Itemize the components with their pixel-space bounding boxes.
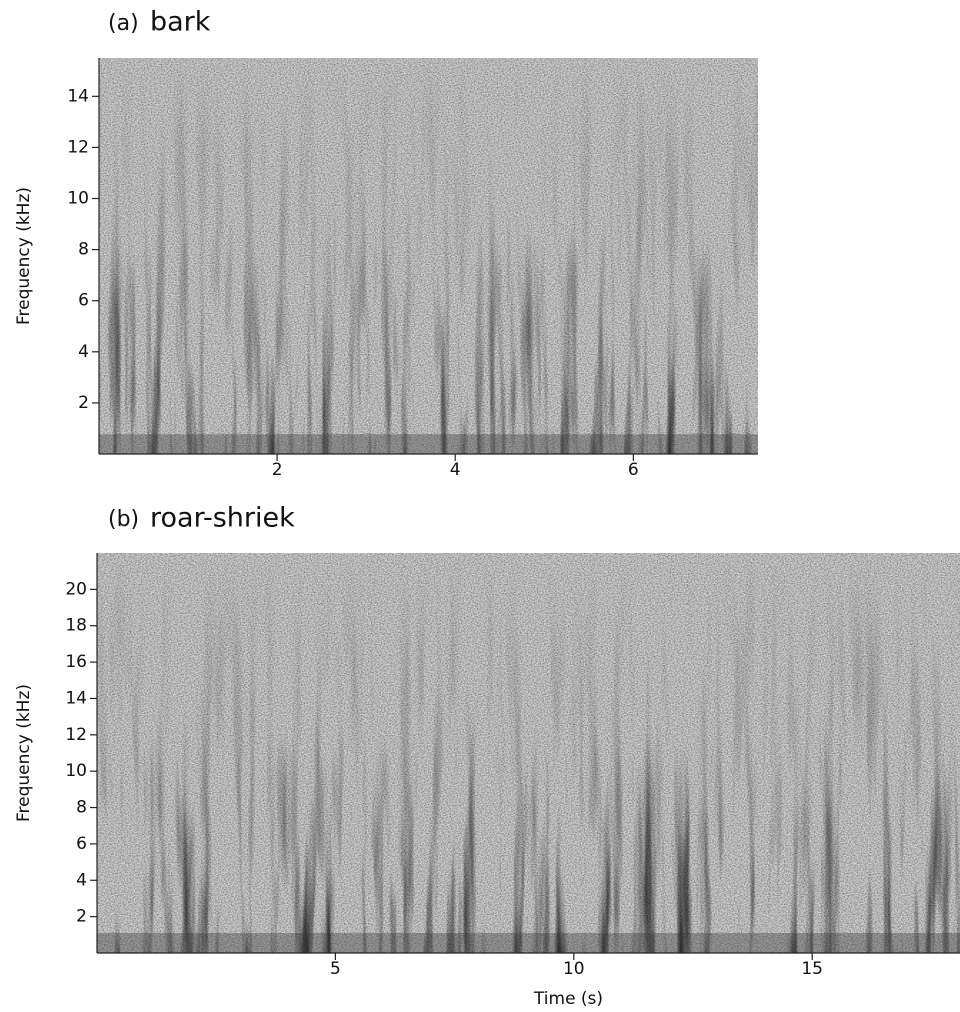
- y-tick-label: 6: [78, 291, 89, 311]
- y-tick-label: 20: [65, 579, 87, 599]
- y-tick-label: 10: [67, 189, 89, 209]
- y-tick-label: 12: [67, 137, 89, 157]
- panel-label: (a): [108, 11, 139, 36]
- x-tick-label: 5: [330, 959, 341, 979]
- y-tick-label: 18: [65, 616, 87, 636]
- chart-title: bark: [150, 7, 211, 38]
- x-tick-label: 4: [450, 460, 461, 480]
- y-tick-label: 2: [78, 393, 89, 413]
- x-tick-label: 10: [563, 959, 585, 979]
- low-band: [99, 434, 758, 454]
- y-tick-label: 2: [76, 907, 87, 927]
- y-tick-label: 4: [76, 870, 87, 890]
- y-tick-label: 10: [65, 761, 87, 781]
- y-axis-label: Frequency (kHz): [14, 684, 34, 822]
- x-tick-label: 2: [272, 460, 283, 480]
- y-tick-label: 14: [67, 86, 89, 106]
- y-tick-label: 4: [78, 342, 89, 362]
- spectrogram-streaks: [99, 58, 758, 454]
- y-tick-label: 6: [76, 834, 87, 854]
- panel-label: (b): [108, 507, 139, 532]
- y-tick-label: 8: [78, 240, 89, 260]
- low-band: [97, 933, 960, 953]
- y-axis-label: Frequency (kHz): [14, 187, 34, 325]
- y-tick-label: 12: [65, 725, 87, 745]
- x-tick-label: 15: [801, 959, 823, 979]
- y-tick-label: 8: [76, 798, 87, 818]
- spectrogram-streaks: [97, 553, 960, 953]
- y-tick-label: 14: [65, 688, 87, 708]
- x-tick-label: 6: [628, 460, 639, 480]
- x-axis-label: Time (s): [533, 989, 603, 1009]
- y-tick-label: 16: [65, 652, 87, 672]
- chart-title: roar-shriek: [150, 503, 295, 534]
